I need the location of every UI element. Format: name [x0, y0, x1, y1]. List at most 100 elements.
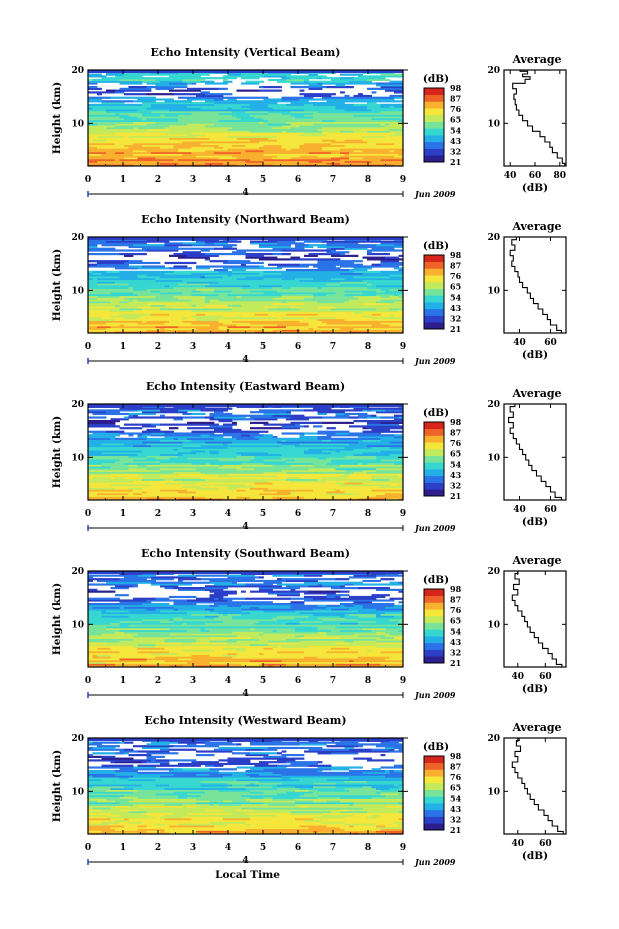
heatmap-cell [101, 153, 134, 156]
heatmap-cell [227, 613, 237, 616]
heatmap-cell [335, 302, 363, 305]
heatmap-cell [191, 270, 219, 273]
heatmap-cell [151, 292, 161, 295]
heatmap-cell [304, 450, 323, 453]
heatmap-cell [286, 622, 300, 625]
heatmap-cell [110, 283, 129, 286]
heatmap-cell [223, 494, 242, 497]
heatmap-cell [367, 258, 377, 261]
heatmap-cell [88, 80, 111, 83]
heatmap-cell [88, 160, 98, 163]
heatmap-cell [344, 828, 354, 831]
heatmap-cell [326, 622, 341, 625]
average-title: Average [511, 53, 561, 66]
heatmap-cell [218, 281, 251, 284]
heatmap-cell [160, 299, 192, 302]
heatmap-cell [173, 768, 183, 771]
heatmap-cell [146, 752, 174, 755]
heatmap-cell [155, 466, 183, 469]
heatmap-cell [385, 807, 404, 810]
heatmap-cell [367, 409, 372, 412]
heatmap-cell [169, 663, 179, 666]
heatmap-cell [119, 748, 125, 751]
heatmap-cell [313, 800, 327, 803]
heatmap-cell [88, 279, 107, 282]
heatmap-cell [169, 832, 179, 835]
heatmap-cell [299, 640, 318, 643]
heatmap-cell [182, 80, 188, 83]
heatmap-cell [281, 285, 300, 288]
heatmap-cell [308, 826, 341, 830]
heatmap-cell [322, 331, 332, 334]
heatmap-cell [281, 485, 287, 488]
heatmap-cell [385, 800, 404, 803]
heatmap-cell [133, 780, 152, 783]
heatmap-cell [88, 809, 102, 812]
heatmap-cell [128, 468, 147, 471]
heatmap-cell [218, 96, 251, 99]
heatmap-cell [146, 464, 179, 467]
heatmap-cell [358, 498, 381, 501]
heatmap-cell [331, 151, 341, 154]
heatmap-cell [317, 626, 336, 629]
heatmap-cell [169, 427, 179, 430]
heatmap-cell [358, 622, 372, 625]
heatmap-cell [376, 153, 399, 156]
heatmap-cell [308, 620, 314, 623]
heatmap-cell [106, 126, 134, 130]
heatmap-cell [254, 462, 264, 465]
heatmap-cell [88, 800, 98, 803]
heatmap-cell [97, 277, 102, 281]
heatmap-cell [97, 297, 125, 300]
heatmap-cell [344, 82, 377, 85]
heatmap-cell [196, 304, 206, 307]
heatmap-cell [151, 304, 165, 307]
heatmap-cell [160, 489, 179, 492]
heatmap-cell [187, 615, 206, 618]
heatmap-cell [245, 162, 269, 165]
heatmap-cell [371, 748, 390, 751]
heatmap-cell [304, 592, 336, 595]
heatmap-cell [389, 581, 399, 584]
heatmap-cell [326, 619, 359, 622]
heatmap-cell [295, 158, 318, 162]
colorbar-swatch [424, 823, 444, 831]
heatmap-cell [331, 247, 345, 250]
heatmap-cell [322, 160, 345, 163]
colorbar-tick-label: 32 [450, 480, 461, 490]
heatmap-cell [290, 620, 300, 623]
heatmap-cell [322, 77, 341, 80]
heatmap-cell [196, 633, 228, 636]
heatmap-cell [394, 270, 404, 273]
heatmap-cell [304, 595, 314, 599]
heatmap-cell [389, 794, 404, 798]
date-label: Jun 2009 [413, 857, 456, 867]
heatmap-cell [88, 640, 120, 643]
heatmap-cell [200, 91, 210, 94]
heatmap-cell [88, 135, 98, 138]
heatmap-cell [196, 786, 219, 789]
heatmap-cell [299, 604, 318, 607]
heatmap-cell [272, 253, 282, 256]
heatmap-cell [259, 492, 291, 496]
heatmap-cell [182, 819, 192, 822]
heatmap-cell [187, 277, 219, 281]
heatmap-cell [205, 139, 233, 142]
heatmap-cell [281, 473, 314, 476]
heatmap-cell [187, 98, 201, 101]
heatmap-cell [277, 128, 287, 131]
heatmap-cell [106, 782, 116, 785]
heatmap-cell [142, 308, 161, 311]
heatmap-cell [290, 256, 300, 259]
heatmap-cell [227, 473, 237, 476]
heatmap-cell [137, 137, 170, 140]
heatmap-cell [187, 285, 206, 288]
heatmap-cell [326, 652, 341, 655]
heatmap-cell [223, 777, 242, 780]
heatmap-cell [389, 311, 404, 314]
heatmap-cell [173, 102, 179, 105]
heatmap-cell [115, 803, 134, 806]
heatmap-cell [232, 100, 237, 103]
heatmap-cell [286, 459, 296, 462]
heatmap-cell [308, 823, 336, 826]
